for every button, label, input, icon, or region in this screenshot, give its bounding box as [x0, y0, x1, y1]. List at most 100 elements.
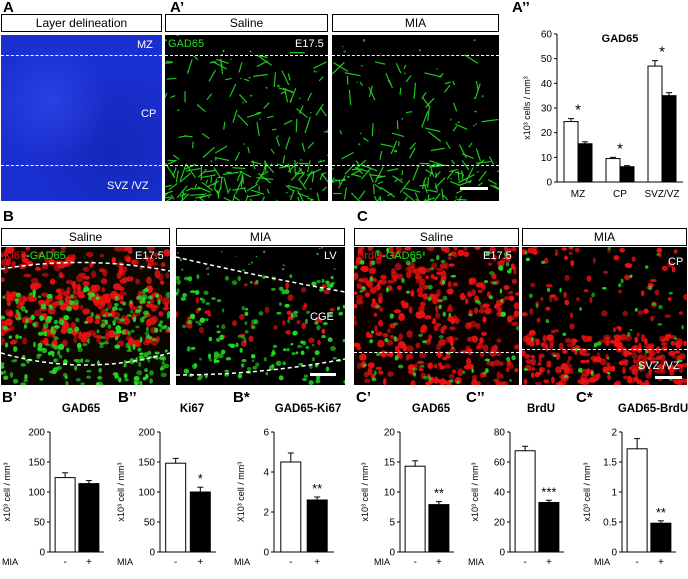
chart-title: Ki67 — [180, 403, 204, 415]
marker-separator: - — [382, 250, 386, 262]
fiber-mark — [478, 170, 487, 182]
cell-mark — [49, 257, 53, 264]
cell-mark — [602, 366, 609, 374]
cell-mark — [436, 343, 442, 351]
cell-mark — [255, 255, 258, 258]
cell-mark — [21, 257, 29, 264]
fiber-mark — [193, 55, 199, 61]
panel-letter-b1: B’ — [2, 389, 17, 406]
cell-mark — [393, 278, 398, 282]
cell-mark — [87, 329, 96, 336]
cell-mark — [418, 333, 423, 337]
fiber-mark — [307, 197, 314, 201]
cell-mark — [290, 99, 292, 102]
cell-mark — [118, 307, 123, 311]
cell-mark — [179, 258, 183, 261]
cell-texture — [1, 247, 170, 385]
cell-mark — [258, 311, 264, 316]
y-axis-label: x10³ cell / mm³ — [2, 462, 12, 521]
panel-letter-c: C — [357, 208, 368, 225]
cell-mark — [572, 338, 578, 343]
cell-mark — [8, 291, 17, 297]
cell-mark — [503, 285, 510, 291]
cell-mark — [80, 358, 84, 363]
cell-mark — [673, 337, 678, 340]
cell-mark — [1, 315, 6, 320]
cell-mark — [250, 354, 256, 359]
cell-mark — [672, 377, 681, 384]
bar-mia — [619, 166, 635, 183]
fiber-mark — [323, 131, 328, 133]
cell-mark — [444, 363, 451, 369]
cell-mark — [394, 149, 398, 153]
cell-mark — [205, 318, 209, 322]
cell-mark — [427, 296, 432, 302]
cell-mark — [62, 359, 67, 365]
cell-mark — [29, 292, 33, 296]
cell-mark — [332, 357, 337, 360]
cell-mark — [96, 337, 101, 344]
cell-mark — [325, 366, 330, 372]
ki67-gad65-mia-micrograph: LV CGE — [176, 247, 345, 385]
fiber-mark — [256, 121, 260, 136]
cell-mark — [489, 247, 496, 253]
cell-mark — [205, 192, 207, 195]
cell-mark — [313, 69, 316, 73]
cell-mark — [522, 353, 525, 357]
fiber-mark — [290, 168, 303, 181]
cell-mark — [147, 295, 153, 300]
x-prefix-label: MIA — [374, 557, 390, 567]
cell-mark — [387, 279, 395, 284]
cell-mark — [125, 256, 131, 263]
cell-mark — [396, 249, 402, 255]
cell-mark — [20, 252, 27, 259]
fiber-mark — [232, 167, 246, 170]
y-tick-label: 40 — [494, 488, 506, 499]
cell-mark — [450, 275, 457, 278]
cell-mark — [356, 362, 362, 370]
x-tick-label: + — [546, 557, 552, 568]
cell-mark — [108, 312, 113, 317]
fiber-mark — [444, 81, 451, 85]
cell-mark — [314, 350, 320, 356]
cell-mark — [453, 247, 458, 252]
cell-mark — [130, 306, 138, 311]
y-tick-label: 0 — [546, 178, 552, 189]
cell-mark — [393, 322, 399, 326]
x-tick-label: + — [658, 557, 664, 568]
cell-mark — [183, 276, 190, 281]
fiber-mark — [405, 111, 413, 114]
x-tick-label: - — [63, 557, 66, 568]
fiber-mark — [317, 160, 326, 163]
cell-mark — [425, 381, 432, 385]
cell-mark — [221, 308, 225, 313]
cell-mark — [358, 143, 361, 146]
panel-letter-b: B — [3, 208, 14, 225]
cell-mark — [413, 372, 417, 377]
cell-mark — [419, 301, 426, 308]
cell-mark — [634, 373, 639, 381]
cell-mark — [400, 300, 406, 307]
cell-mark — [341, 45, 344, 48]
cell-mark — [362, 38, 366, 42]
cell-mark — [113, 330, 119, 335]
fiber-mark — [296, 108, 309, 119]
y-tick-label: 50 — [541, 54, 553, 65]
cell-mark — [58, 319, 65, 326]
fiber-mark — [263, 161, 275, 174]
cell-mark — [193, 362, 198, 368]
cell-mark — [606, 371, 611, 375]
cell-mark — [474, 247, 481, 251]
cell-mark — [222, 49, 225, 53]
cell-mark — [97, 375, 103, 380]
cell-mark — [287, 294, 294, 301]
fiber-mark — [214, 156, 230, 162]
cell-mark — [473, 39, 476, 41]
cell-mark — [25, 247, 30, 251]
cell-mark — [323, 289, 331, 295]
brdu-gad65-saline-micrograph: BrdU-GAD65 E17.5 — [354, 247, 519, 385]
cell-mark — [674, 350, 681, 354]
chart-title: GAD65 — [62, 403, 101, 415]
scale-bar — [310, 373, 336, 376]
cell-mark — [53, 336, 59, 341]
